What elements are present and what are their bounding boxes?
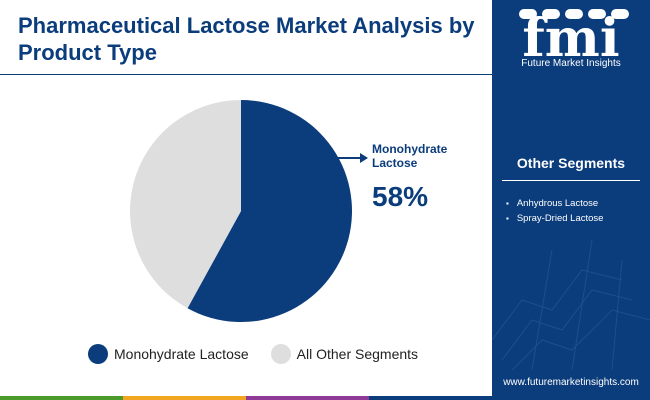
legend-swatch-monohydrate bbox=[88, 344, 108, 364]
callout-label-line2: Lactose bbox=[372, 156, 418, 170]
chart-title: Pharmaceutical Lactose Market Analysis b… bbox=[18, 13, 475, 65]
other-segments-divider bbox=[502, 180, 640, 181]
callout-value: 58% bbox=[372, 181, 428, 212]
color-strip-orange bbox=[123, 396, 246, 400]
website-url: www.futuremarketinsights.com bbox=[503, 377, 639, 388]
callout-label-line1: Monohydrate bbox=[372, 142, 448, 156]
other-segments-title: Other Segments bbox=[516, 155, 626, 171]
legend-label-other: All Other Segments bbox=[296, 346, 419, 362]
legend-label-monohydrate: Monohydrate Lactose bbox=[114, 346, 249, 362]
legend-item-other: All Other Segments bbox=[270, 344, 419, 364]
legend-swatch-other bbox=[270, 344, 291, 364]
fmi-logo: fmi bbox=[519, 8, 629, 69]
color-strip-purple bbox=[246, 396, 369, 400]
logo-tagline: Future Market Insights bbox=[521, 58, 621, 69]
legend-item-monohydrate: Monohydrate Lactose bbox=[88, 344, 249, 364]
pie-slice-monohydrate-lactose bbox=[187, 100, 352, 322]
color-strip-blue bbox=[369, 396, 492, 400]
callout-arrow-head bbox=[360, 153, 368, 163]
other-segments-list: Anhydrous Lactose Spray-Dried Lactose bbox=[506, 196, 604, 226]
color-strip bbox=[0, 396, 492, 400]
title-divider bbox=[0, 74, 492, 75]
decorative-lines-graphic bbox=[492, 239, 650, 370]
callout: Monohydrate Lactose 58% bbox=[338, 142, 448, 212]
pie-slice-all-other-segments bbox=[130, 100, 241, 309]
legend: Monohydrate Lactose All Other Segments bbox=[88, 344, 418, 364]
color-strip-green bbox=[0, 396, 123, 400]
list-item: Spray-Dried Lactose bbox=[506, 211, 604, 226]
sidebar: fmi Future Market Insights Other Segment… bbox=[492, 0, 650, 400]
pie-chart: Monohydrate Lactose 58% bbox=[130, 100, 448, 322]
list-item: Anhydrous Lactose bbox=[506, 196, 603, 211]
